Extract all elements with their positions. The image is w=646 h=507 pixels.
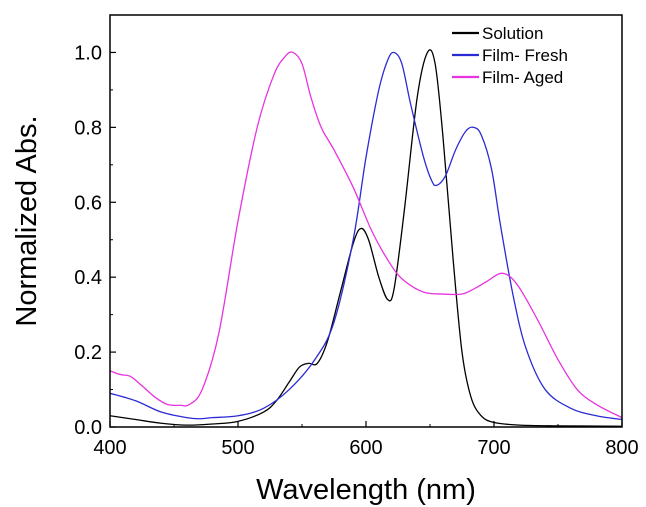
legend-label: Film- Aged [482,68,563,87]
y-tick-label: 1.0 [74,42,102,64]
x-axis-title: Wavelength (nm) [256,474,476,506]
x-tick-label: 800 [605,437,638,459]
y-tick-label: 0.0 [74,417,102,439]
series-line-2 [110,51,622,419]
series-line-1 [110,51,622,421]
y-tick-label: 0.4 [74,267,102,289]
y-axis-title: Normalized Abs. [11,115,43,326]
x-tick-label: 400 [93,437,126,459]
y-tick-label: 0.8 [74,117,102,139]
x-tick-label: 500 [221,437,254,459]
x-tick-label: 600 [349,437,382,459]
y-tick-label: 0.6 [74,192,102,214]
x-tick-label: 700 [477,437,510,459]
ticks-layer: 400 500 600 700 800 0.0 0.2 0.4 0.6 0.8 1.0 [74,14,639,459]
y-tick-label: 0.2 [74,342,102,364]
legend-label: Solution [482,24,543,43]
series-line-0 [110,49,622,427]
series-layer [110,49,622,427]
legend: Solution Film- Fresh Film- Aged [452,24,568,87]
legend-label: Film- Fresh [482,46,568,65]
